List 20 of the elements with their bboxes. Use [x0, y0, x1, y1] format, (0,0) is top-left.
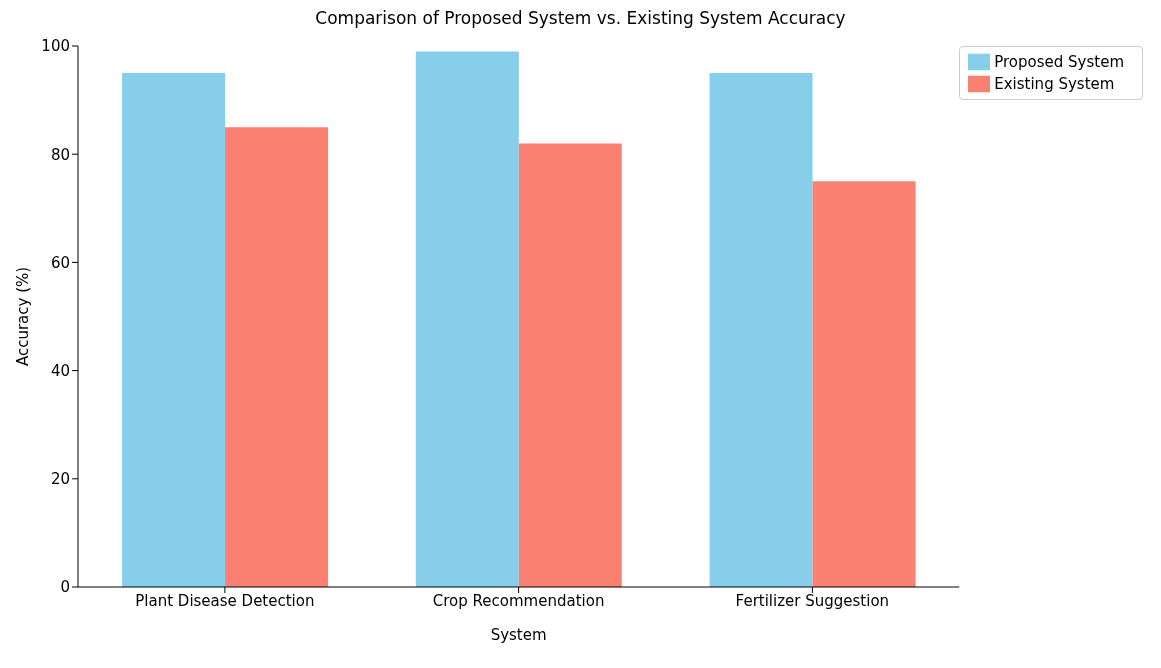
y-tick-label: 40 — [50, 361, 70, 380]
bar — [518, 143, 622, 587]
y-axis-title: Accuracy (%) — [14, 266, 33, 367]
bar — [415, 51, 519, 587]
legend-label: Existing System — [994, 74, 1115, 93]
bar — [812, 181, 916, 587]
y-tick-label: 60 — [50, 253, 70, 272]
bar — [122, 73, 226, 587]
y-tick-label: 80 — [50, 145, 70, 164]
legend-label: Proposed System — [994, 52, 1124, 71]
y-tick-label: 0 — [60, 578, 70, 597]
x-axis-title: System — [490, 626, 547, 644]
bar — [225, 127, 329, 587]
y-tick-label: 20 — [50, 470, 70, 489]
bar — [709, 73, 813, 587]
x-tick-label: Plant Disease Detection — [135, 591, 315, 610]
x-tick-label: Fertilizer Suggestion — [735, 591, 890, 610]
chart-title: Comparison of Proposed System vs. Existing System Accuracy — [314, 8, 847, 30]
x-tick-label: Crop Recommendation — [432, 591, 605, 610]
y-tick-label: 100 — [41, 37, 70, 56]
